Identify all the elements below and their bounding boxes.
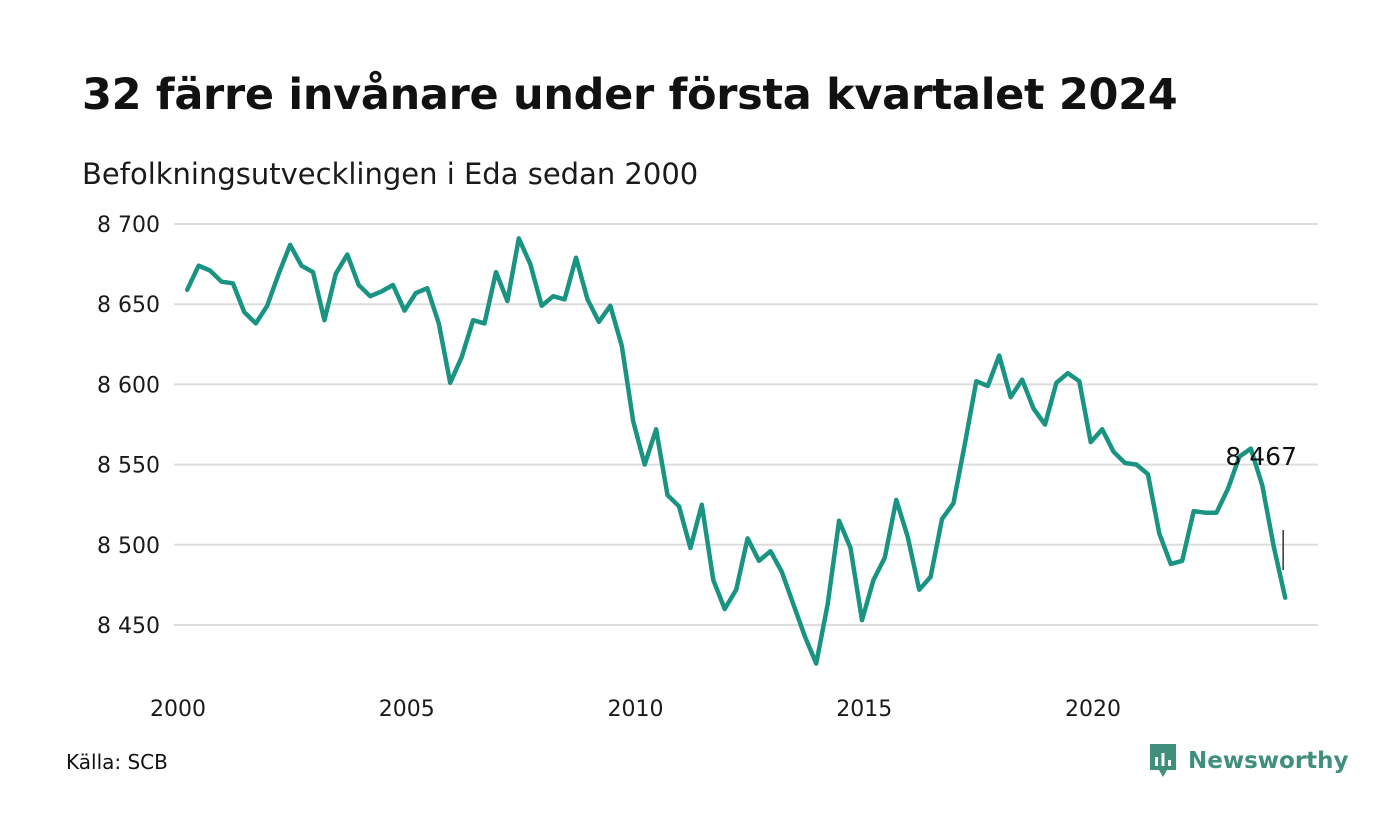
newsworthy-logo-icon xyxy=(1150,744,1176,777)
y-tick-label: 8 500 xyxy=(97,534,160,559)
chart-title: 32 färre invånare under första kvartalet… xyxy=(82,70,1178,120)
x-tick-label: 2005 xyxy=(379,697,435,722)
y-tick-label: 8 550 xyxy=(97,454,160,479)
end-value-label: 8 467 xyxy=(1225,442,1297,471)
x-tick-label: 2000 xyxy=(150,697,206,722)
series-line xyxy=(184,236,1288,666)
y-tick-label: 8 650 xyxy=(97,293,160,318)
source-note: Källa: SCB xyxy=(66,750,168,774)
chart-subtitle: Befolkningsutvecklingen i Eda sedan 2000 xyxy=(82,157,699,191)
brand-logo[interactable]: Newsworthy xyxy=(1148,742,1349,780)
x-tick-label: 2020 xyxy=(1065,697,1121,722)
y-tick-label: 8 700 xyxy=(97,213,160,238)
y-tick-label: 8 450 xyxy=(97,614,160,639)
line-chart: 8 450 8 500 8 550 8 600 8 650 8 700 2000 2005 20… xyxy=(97,213,1318,722)
x-tick-label: 2015 xyxy=(836,697,892,722)
y-tick-label: 8 600 xyxy=(97,373,160,398)
brand-name: Newsworthy xyxy=(1188,748,1349,774)
x-tick-label: 2010 xyxy=(608,697,664,722)
